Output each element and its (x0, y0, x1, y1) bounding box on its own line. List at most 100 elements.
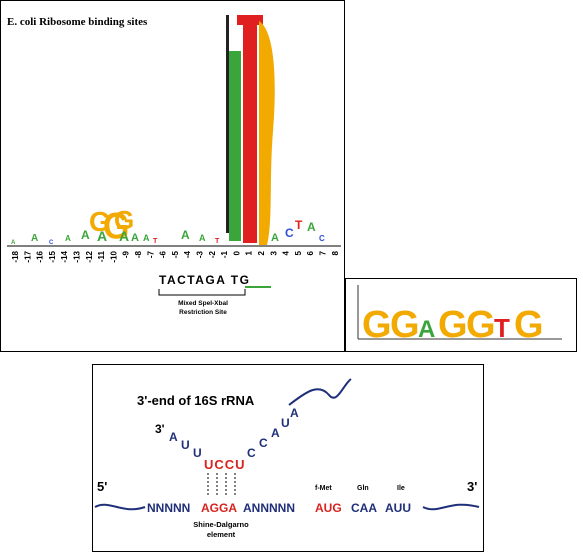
rrna-3prime: 3' (155, 422, 165, 436)
rrna-tail (288, 378, 352, 406)
logo-letter-a: A (181, 228, 190, 242)
consensus-letter-g: G (514, 304, 544, 346)
logo-position-label: -12 (85, 250, 94, 262)
logo-position-label: -4 (183, 250, 192, 258)
logo-letter-a: A (65, 234, 71, 243)
rrna-base: A (290, 406, 299, 420)
restriction-bracket (158, 289, 246, 296)
consensus-letter-g: G (390, 304, 420, 346)
rrna-base: U (193, 446, 202, 460)
logo-position-label: 3 (269, 250, 278, 255)
logo-position-label: -10 (109, 250, 118, 262)
mrna-auu: AUU (385, 501, 411, 515)
rrna-ucc: UCCU (204, 457, 246, 472)
rrna-base: A (271, 426, 280, 440)
logo-title: E. coli Ribosome binding sites (7, 16, 148, 28)
logo-position-label: -13 (73, 250, 82, 262)
logo-position-label: -2 (208, 250, 217, 258)
consensus-letter-t: T (494, 313, 510, 343)
rrna-base: C (259, 436, 268, 450)
logo-left-letters: G G G A A A A A A A T A C A A T (11, 205, 220, 247)
logo-position-label: 0 (232, 250, 241, 255)
consensus-letter-g: G (438, 304, 468, 346)
mrna-sd: AGGA (201, 501, 237, 515)
logo-position-label: 1 (245, 250, 254, 255)
logo-tall-a (229, 51, 241, 241)
logo-position-label: -5 (171, 250, 180, 258)
logo-tall-letters (226, 15, 275, 245)
mrna-left-wave (94, 503, 146, 511)
logo-tall-t (243, 15, 257, 243)
bracket-label-line1: Mixed SpeI-XbaI (178, 300, 228, 307)
logo-letter-g: G (103, 205, 129, 247)
logo-letter-a: A (199, 233, 206, 243)
aa-ile: Ile (397, 485, 405, 492)
logo-position-label: -7 (146, 250, 155, 258)
shine-dalgarno-svg: 3'-end of 16S rRNA 3' A U U UCCU C C A U… (94, 378, 480, 539)
logo-position-label: 4 (282, 250, 291, 255)
mrna-n-left: NNNNN (147, 501, 190, 515)
logo-position-label: 6 (306, 250, 315, 255)
logo-letter-g: G (114, 205, 134, 235)
logo-letter-a: A (143, 233, 150, 243)
logo-position-label: -6 (159, 250, 168, 258)
consensus-letters: GGA GGT G (362, 304, 544, 346)
rrna-base: U (181, 438, 190, 452)
logo-position-ticks: -18 -17 -16 -15 -14 -13 -12 -11 -10 -9 -8 -7 -6 -5 -4-… (11, 250, 340, 262)
mrna-right-wave (422, 503, 480, 511)
logo-tall-t-cap (237, 15, 263, 25)
logo-letter-a: A (307, 220, 316, 234)
logo-letter-a: A (11, 240, 16, 246)
logo-letter-a: A (97, 228, 107, 244)
logo-letter-t: T (215, 238, 220, 245)
mrna-aug: AUG (315, 501, 342, 515)
mrna-5prime: 5' (97, 479, 107, 494)
shine-dalgarno-panel: 3'-end of 16S rRNA 3' A U U UCCU C C A U… (92, 364, 484, 552)
sd-label-line1: Shine-Dalgarno (193, 520, 249, 529)
logo-position-label: 8 (331, 250, 340, 255)
consensus-letter-a: A (418, 316, 435, 343)
logo-letter-a: A (131, 232, 139, 244)
logo-letter-c: C (319, 234, 325, 243)
logo-letter-a: A (271, 232, 279, 244)
logo-position-label: 7 (319, 250, 328, 255)
aa-gln: Gln (357, 485, 369, 492)
logo-tall-g (259, 21, 275, 245)
rrna-label: 3'-end of 16S rRNA (137, 393, 255, 408)
logo-letter-c: C (285, 226, 294, 240)
sd-label-line2: element (207, 530, 236, 539)
sequence-logo-panel: E. coli Ribosome binding sites G G G A A… (0, 0, 345, 352)
mrna-n-right: ANNNNN (243, 501, 295, 515)
logo-position-label: -8 (134, 250, 143, 258)
base-pairing-lines (207, 473, 236, 497)
logo-letter-t: T (295, 218, 303, 232)
logo-letter-g: G (89, 206, 111, 237)
logo-position-label: -3 (196, 250, 205, 258)
consensus-letter-g: G (362, 304, 392, 346)
site-sequence: TACTAGA TG (159, 273, 250, 287)
logo-position-label: -1 (220, 250, 229, 258)
mrna-caa: CAA (351, 501, 377, 515)
logo-letter-t: T (153, 238, 158, 245)
consensus-logo-svg: GGA GGT G (357, 285, 562, 346)
logo-position-label: 2 (257, 250, 266, 255)
logo-position-label: -15 (48, 250, 57, 262)
logo-position-label: -18 (11, 250, 20, 262)
consensus-letter-g: G (466, 304, 496, 346)
logo-tall-bar (226, 15, 229, 233)
rrna-base: A (169, 430, 178, 444)
logo-position-label: -11 (97, 250, 106, 262)
logo-letter-a: A (31, 233, 38, 244)
logo-right-letters: A C T A C (271, 218, 325, 244)
rrna-base: C (247, 446, 256, 460)
aa-fmet: f-Met (315, 485, 332, 492)
logo-position-label: 5 (294, 250, 303, 255)
mrna-3prime: 3' (467, 479, 477, 494)
logo-position-label: -14 (60, 250, 69, 262)
logo-letter-a: A (81, 228, 90, 242)
logo-position-label: -16 (36, 250, 45, 262)
logo-position-label: -17 (23, 250, 32, 262)
bracket-label-line2: Restriction Site (179, 309, 227, 316)
logo-letter-a: A (119, 228, 129, 244)
